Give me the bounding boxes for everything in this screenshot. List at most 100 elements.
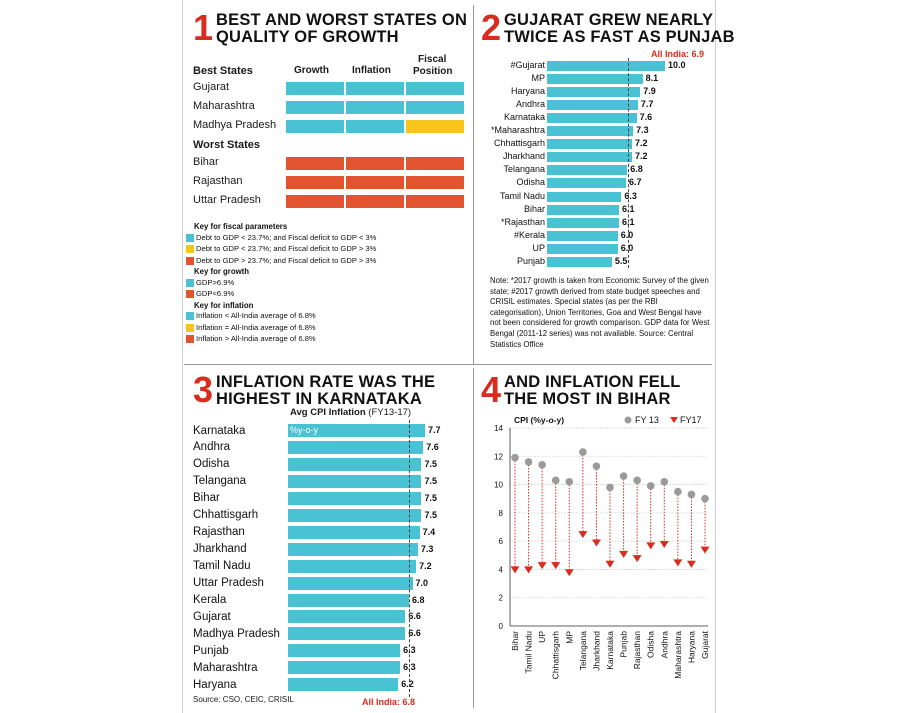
value-label: 7.5	[424, 475, 437, 486]
y-tick-label: 8	[499, 509, 504, 518]
key-swatch-teal	[186, 233, 194, 242]
state-label: Bihar	[193, 156, 219, 168]
x-tick-label: Telangana	[578, 631, 588, 671]
rating-cell-teal	[406, 82, 464, 95]
panel-title-line1: GUJARAT GREW NEARLY	[504, 11, 714, 29]
category-label: Tamil Nadu	[193, 560, 251, 573]
value-label: 6.7	[629, 177, 642, 188]
bar	[288, 457, 422, 471]
value-label: 7.6	[426, 441, 439, 452]
x-tick-label: Jharkhand	[591, 631, 601, 671]
value-label: 6.2	[401, 679, 414, 690]
legend-triangle-icon	[670, 417, 678, 423]
fy17-triangle	[605, 560, 615, 568]
rating-cell-red	[346, 157, 404, 170]
fy17-triangle	[591, 539, 601, 547]
category-label: Karnataka	[503, 112, 545, 123]
value-label: 10.0	[668, 60, 686, 70]
bar	[288, 661, 401, 675]
fy17-triangle	[686, 560, 696, 568]
panel-divider-horizontal	[184, 364, 712, 365]
fy13-dot	[551, 476, 560, 485]
fy13-dot	[579, 448, 587, 456]
x-tick-label: UP	[537, 631, 547, 643]
rating-cell-red	[286, 176, 344, 189]
state-label: Rajasthan	[193, 175, 243, 187]
rating-cell-teal	[286, 101, 344, 114]
category-label: Punjab	[516, 255, 545, 266]
y-tick-label: 10	[494, 481, 503, 490]
bar	[547, 243, 618, 254]
y-tick-label: 12	[494, 452, 503, 461]
panel-divider-vertical-bottom	[473, 368, 474, 708]
value-label: 6.1	[621, 216, 635, 227]
fy13-dot	[538, 460, 546, 469]
rating-cell-teal	[346, 120, 404, 133]
rating-cell-teal	[346, 101, 404, 114]
bar	[547, 126, 634, 137]
bar	[547, 178, 627, 189]
state-label: Uttar Pradesh	[193, 194, 261, 206]
value-label: 8.1	[645, 73, 659, 84]
rating-cell-teal	[406, 101, 464, 114]
rating-cell-red	[286, 195, 344, 208]
category-label: Madhya Pradesh	[193, 627, 280, 640]
x-tick-label: Chhattisgarh	[551, 631, 561, 679]
source-text: Source: CSO, CEIC, CRISIL	[193, 695, 294, 704]
note-text: Note: *2017 growth is taken from Economi…	[490, 276, 710, 349]
subtitle-years: (FY13-17)	[368, 407, 412, 418]
value-label: 6.6	[408, 611, 421, 622]
category-label: Andhra	[193, 441, 231, 454]
fy13-dot	[674, 487, 682, 496]
key-text: Inflation < All-India average of 6.8%	[196, 311, 316, 320]
col-header-fiscal-line2: Position	[413, 66, 453, 77]
bar	[288, 424, 425, 437]
x-tick-label: Karnataka	[605, 631, 615, 670]
panel-title-line2: HIGHEST IN KARNATAKA	[216, 390, 422, 408]
value-label: 6.8	[411, 594, 425, 605]
value-label: 5.5	[614, 255, 628, 266]
key-swatch-red	[186, 290, 194, 298]
value-label: 7.2	[634, 138, 648, 149]
category-label: *Rajasthan	[500, 216, 545, 227]
x-tick-label: Gujarat	[700, 630, 710, 659]
cpi-dot-chart: 0 2 4 6 8 10 12 14 CPI (%y-o-y) FY 13 FY17 Bihar Tam…	[494, 415, 710, 679]
x-tick-label: Haryana	[686, 631, 696, 663]
x-tick-label: Andhra	[659, 631, 669, 659]
bar	[288, 542, 418, 556]
fy17-triangle	[619, 550, 629, 558]
bar	[288, 627, 406, 641]
panel-divider-vertical-top	[473, 5, 474, 365]
value-label: 7.6	[639, 112, 653, 123]
rating-cell-red	[346, 176, 404, 189]
x-tick-label: Punjab	[619, 631, 629, 658]
x-tick-label: Rajasthan	[632, 631, 642, 670]
category-label: #Kerala	[513, 229, 545, 240]
value-label: 7.7	[428, 425, 441, 435]
category-label: Chhattisgarh	[493, 138, 545, 149]
category-label: Telangana	[193, 475, 247, 488]
rating-cell-red	[406, 195, 464, 208]
value-label: 6.3	[624, 190, 637, 201]
category-label: Odisha	[516, 177, 545, 188]
panel-title-line1: AND INFLATION FELL	[504, 373, 681, 391]
fy17-triangle	[673, 559, 683, 567]
category-label: Haryana	[193, 678, 237, 691]
x-tick-label: Tamil Nadu	[524, 631, 534, 674]
fy17-triangle	[700, 546, 710, 554]
unit-label: %y-o-y	[290, 425, 319, 435]
fy17-triangle	[551, 562, 561, 570]
worst-states-label: Worst States	[193, 139, 261, 151]
key-text: Debt to GDP < 23.7%; and Fiscal deficit …	[196, 232, 377, 242]
bar	[288, 491, 422, 505]
x-tick-label: Bihar	[510, 631, 520, 651]
subtitle-main: Avg CPI Inflation	[290, 407, 366, 418]
fy17-triangle	[564, 569, 574, 577]
panel-number: 3	[193, 369, 214, 410]
value-label: 7.2	[419, 560, 432, 571]
fy17-triangle	[510, 566, 520, 574]
value-label: 7.9	[643, 86, 656, 97]
y-tick-label: 14	[494, 424, 503, 433]
bar	[547, 165, 628, 176]
category-label: Tamil Nadu	[499, 190, 545, 201]
